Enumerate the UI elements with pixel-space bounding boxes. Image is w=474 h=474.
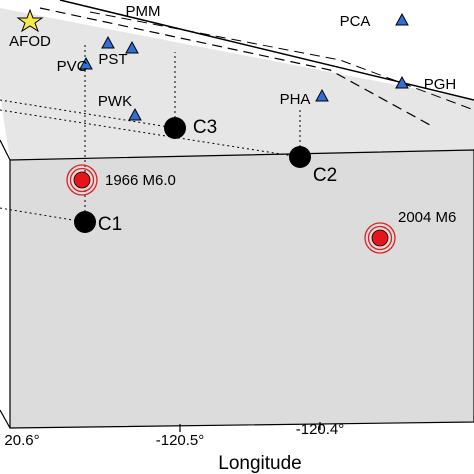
top-face [0, 8, 474, 160]
station-label: PCA [340, 13, 371, 30]
star [16, 8, 44, 33]
hypocenter [289, 146, 311, 168]
event-ring [69, 167, 95, 193]
edge [0, 409, 11, 429]
station-label: AFOD [9, 33, 51, 50]
station-marker [315, 88, 329, 102]
fault-trace [39, 7, 431, 126]
hypocenter-label: C3 [193, 117, 217, 138]
station-label: PVC [57, 58, 88, 75]
axis-ticks [179, 422, 321, 432]
axis-label: Longitude [218, 453, 301, 474]
fault-trace [89, 11, 474, 111]
station-label: PMM [126, 3, 161, 20]
station-marker [125, 40, 139, 54]
station-label: PST [98, 51, 127, 68]
station-marker [395, 12, 409, 26]
station-marker [395, 75, 409, 89]
event-ring [367, 225, 393, 251]
projection-lines [0, 45, 301, 223]
axis-tick-label: -120.5° [156, 432, 205, 449]
hypocenter [74, 211, 96, 233]
edge [0, 139, 11, 161]
hypocenter-label: C1 [98, 214, 122, 235]
event-label: 2004 M6 [398, 209, 456, 226]
station-marker [128, 107, 142, 121]
event [73, 171, 91, 189]
hypocenter-label: C2 [313, 165, 337, 186]
station-marker [101, 35, 115, 49]
event [371, 229, 389, 247]
station-label: PHA [280, 91, 311, 108]
event-ring [66, 164, 98, 196]
front-face [9, 149, 474, 429]
event-ring [364, 222, 396, 254]
station-marker [79, 56, 93, 70]
features: AFOD PMM PVC PST PCA PWK PHA PGH C1 C2 C3 1966 M6.0… [9, 3, 457, 254]
hypocenter [164, 117, 186, 139]
station-label: PGH [424, 76, 457, 93]
axis-tick-label: -120.4° [296, 421, 345, 438]
event-label: 1966 M6.0 [105, 172, 176, 189]
axis-tick-label: 20.6° [4, 432, 39, 449]
station-label: PWK [98, 93, 132, 110]
